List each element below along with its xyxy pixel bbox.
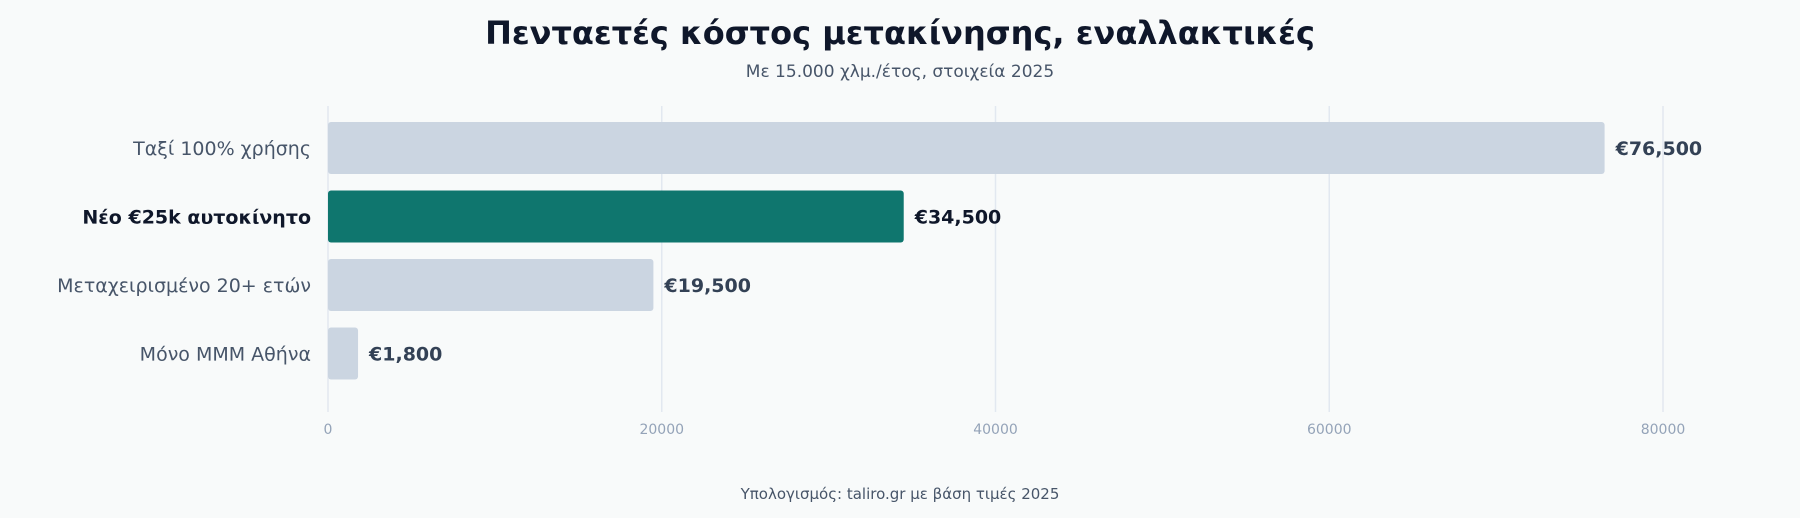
category-label: Ταξί 100% χρήσης	[132, 138, 311, 160]
label-layer: Ταξί 100% χρήσης €76,500 Νέο €25k αυτοκίνη…	[57, 138, 1702, 366]
value-label: €1,800	[368, 344, 442, 366]
bar-layer	[328, 122, 1605, 380]
chart-source: Υπολογισμός: taliro.gr με βάση τιμές 202…	[740, 485, 1060, 503]
category-label: Μεταχειρισμένο 20+ ετών	[57, 275, 311, 297]
x-axis-ticks: 0 20000 40000 60000 80000	[324, 422, 1686, 438]
x-tick-label: 0	[324, 422, 333, 438]
bar	[328, 327, 359, 380]
x-tick-label: 60000	[1307, 422, 1352, 438]
category-label: Μόνο ΜΜΜ Αθήνα	[140, 344, 311, 366]
value-label: €34,500	[914, 207, 1002, 229]
x-tick-label: 40000	[973, 422, 1018, 438]
chart-subtitle: Με 15.000 χλμ./έτος, στοιχεία 2025	[746, 62, 1054, 82]
bar	[328, 259, 654, 311]
x-tick-label: 80000	[1641, 422, 1686, 438]
x-tick-label: 20000	[639, 422, 684, 438]
chart-title: Πενταετές κόστος μετακίνησης, εναλλακτικ…	[485, 14, 1315, 52]
bar	[328, 122, 1605, 174]
value-label: €76,500	[1615, 138, 1703, 160]
bar	[328, 190, 904, 243]
category-label: Νέο €25k αυτοκίνητο	[82, 207, 311, 229]
value-label: €19,500	[663, 275, 751, 297]
